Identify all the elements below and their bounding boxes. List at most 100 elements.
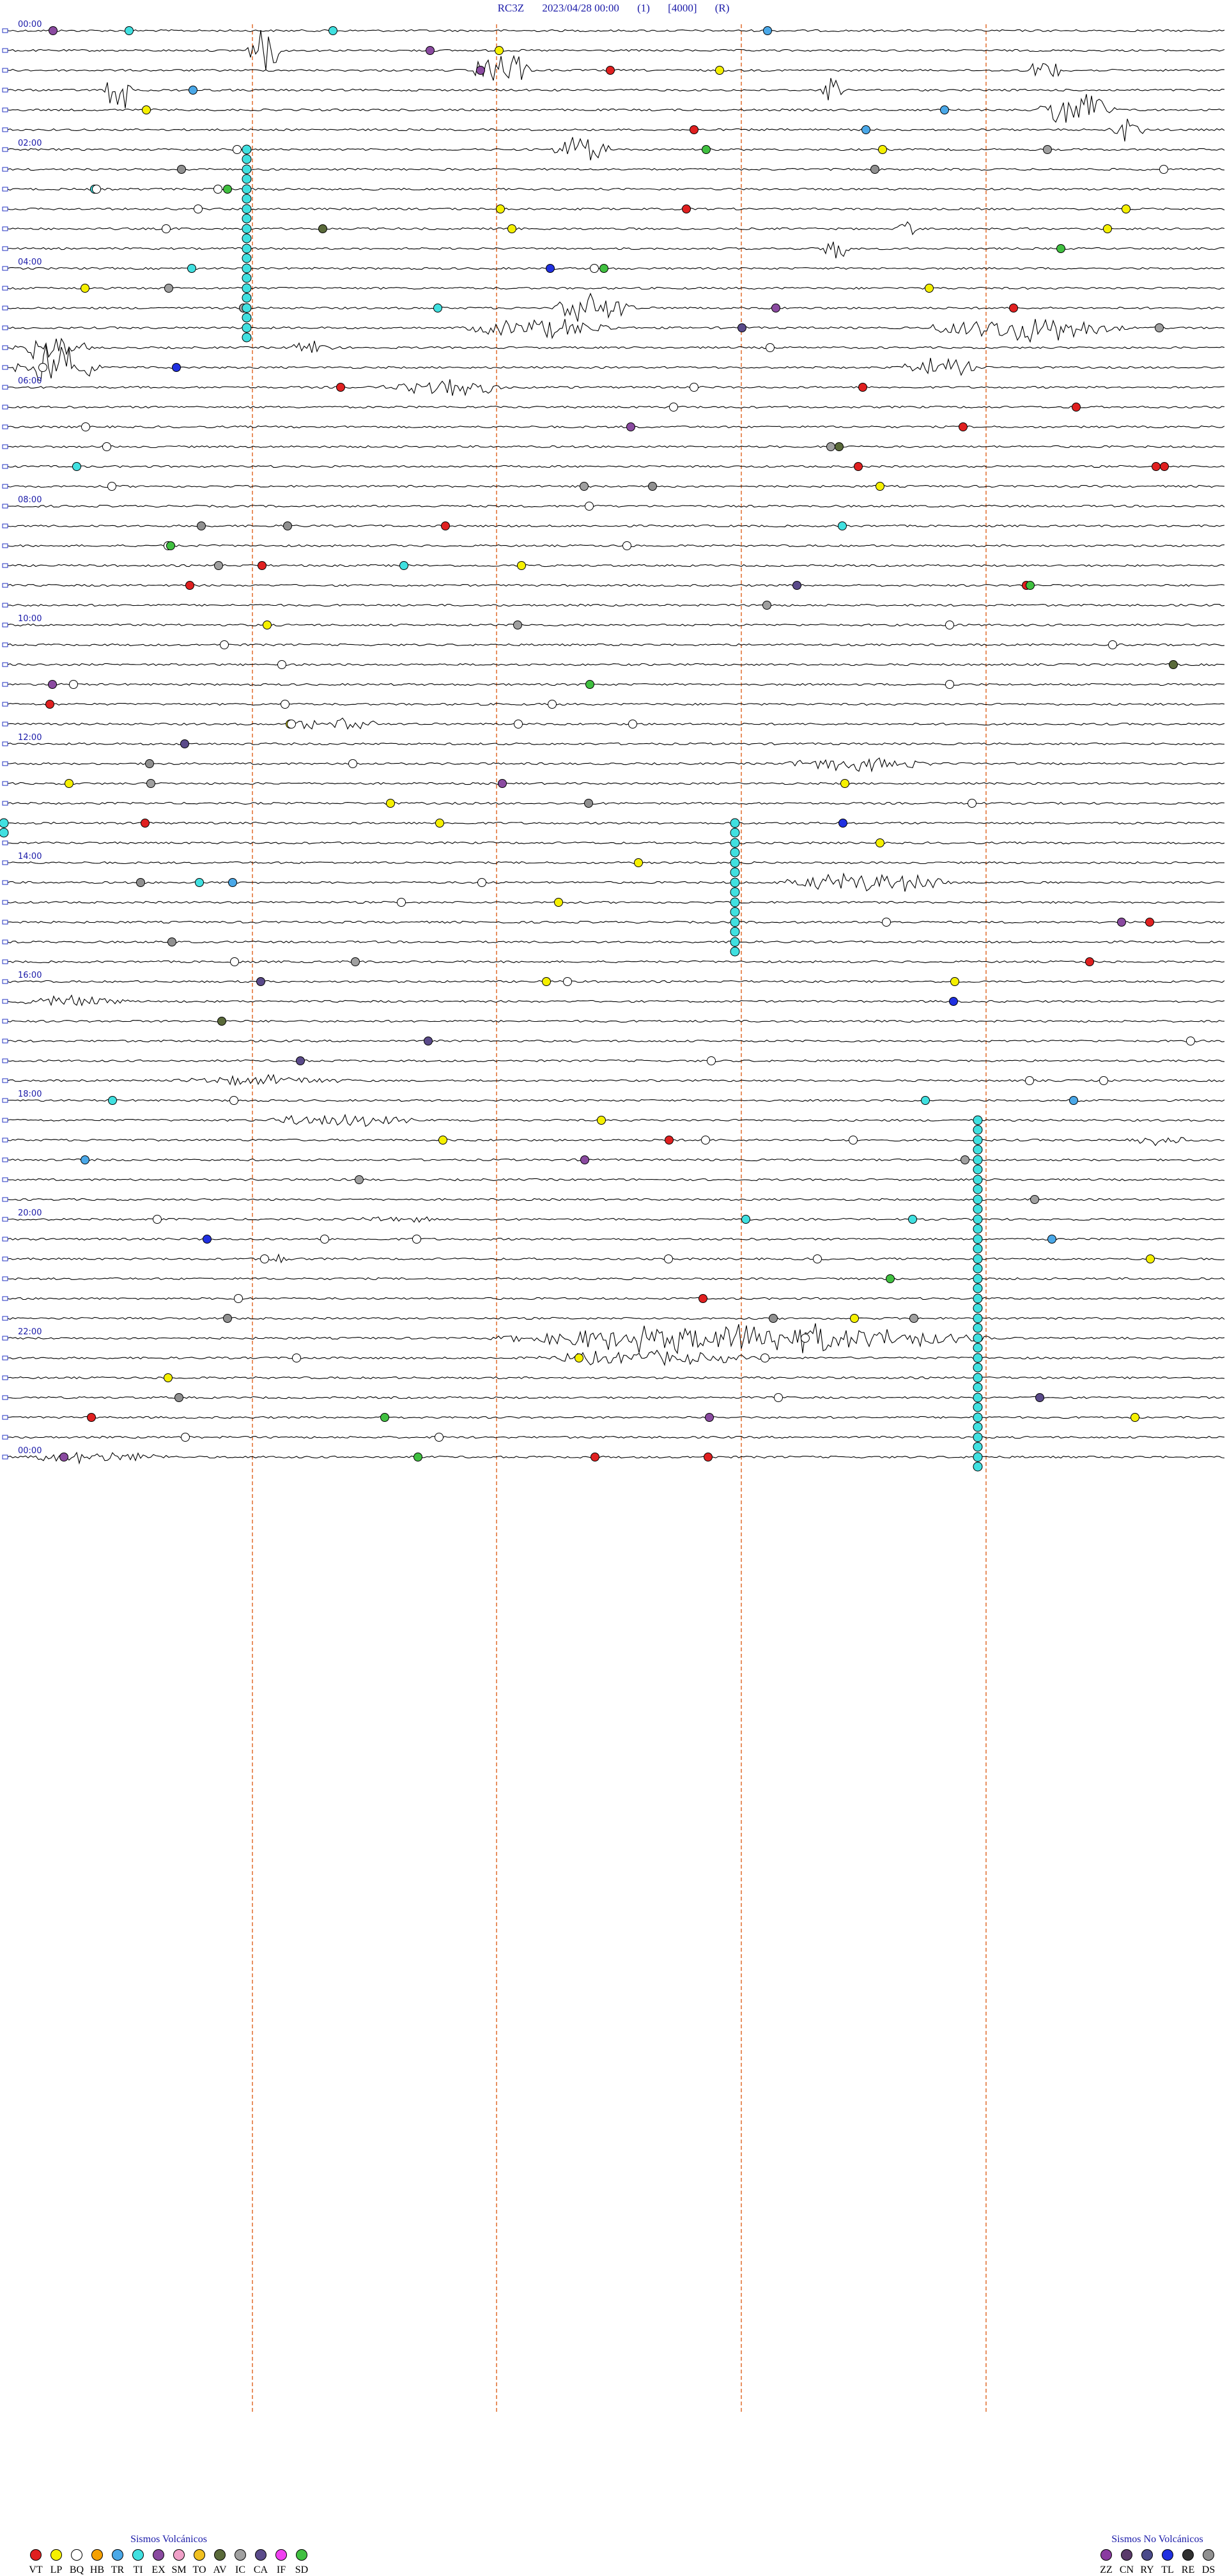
event-marker bbox=[702, 145, 711, 154]
chart-header: RC3Z 2023/04/28 00:00 (1) [4000] (R) bbox=[0, 0, 1227, 18]
tremor-marker bbox=[730, 847, 740, 858]
trace-18 bbox=[2, 344, 1225, 382]
event-marker bbox=[563, 977, 572, 986]
trace-line bbox=[7, 30, 1225, 70]
trace-tick bbox=[2, 1118, 8, 1123]
legend-volcanic-dot-lp bbox=[50, 2549, 62, 2561]
trace-30 bbox=[2, 603, 1225, 608]
trace-line bbox=[7, 920, 1225, 924]
trace-line bbox=[7, 221, 1225, 236]
event-marker bbox=[413, 1453, 422, 1462]
trace-line bbox=[7, 1451, 1225, 1465]
legend-nonvolcanic-dot-re bbox=[1182, 2549, 1194, 2561]
event-marker bbox=[580, 482, 589, 491]
trace-tick bbox=[2, 682, 8, 687]
trace-line bbox=[7, 445, 1225, 449]
hour-label: 12:00 bbox=[18, 733, 42, 743]
trace-56 bbox=[2, 1113, 1225, 1127]
event-marker bbox=[189, 86, 197, 95]
tremor-marker bbox=[973, 1442, 983, 1452]
event-marker bbox=[162, 224, 171, 233]
legend-nonvolcanic-dot-ds bbox=[1203, 2549, 1214, 2561]
event-marker bbox=[908, 1215, 917, 1224]
event-marker bbox=[876, 482, 884, 491]
trace-25 bbox=[2, 504, 1225, 509]
hour-label: 08:00 bbox=[18, 495, 42, 505]
legend-volcanic-dot-to bbox=[194, 2549, 205, 2561]
trace-line bbox=[7, 1376, 1225, 1380]
event-marker bbox=[507, 224, 516, 233]
trace-65 bbox=[2, 1296, 1225, 1301]
trace-tick bbox=[2, 345, 8, 350]
trace-line bbox=[7, 54, 1225, 81]
trace-50 bbox=[2, 994, 1225, 1006]
trace-62 bbox=[2, 1237, 1225, 1242]
trace-41 bbox=[2, 821, 1225, 826]
event-marker bbox=[348, 759, 357, 768]
event-marker bbox=[108, 1096, 117, 1105]
tremor-marker bbox=[973, 1224, 983, 1234]
trace-37 bbox=[2, 741, 1225, 746]
trace-49 bbox=[2, 979, 1225, 984]
trace-7 bbox=[2, 137, 1225, 160]
tremor-marker bbox=[973, 1234, 983, 1244]
legend-volcanic-item-to: TO bbox=[189, 2549, 210, 2576]
event-marker bbox=[1159, 165, 1168, 174]
trace-line bbox=[7, 1099, 1225, 1102]
event-marker bbox=[320, 1235, 329, 1244]
trace-tick bbox=[2, 741, 8, 746]
trace-line bbox=[8, 861, 1224, 865]
trace-tick bbox=[2, 107, 8, 112]
trace-tick bbox=[2, 1256, 8, 1261]
event-marker bbox=[1122, 204, 1131, 213]
trace-10 bbox=[2, 206, 1225, 212]
legend-nonvolcanic-item-re: RE bbox=[1178, 2549, 1198, 2576]
tremor-marker bbox=[973, 1323, 983, 1333]
trace-tick bbox=[2, 424, 8, 429]
trace-21 bbox=[2, 424, 1225, 429]
tremor-marker bbox=[242, 194, 252, 204]
legend-nonvolcanic-code: RY bbox=[1140, 2564, 1154, 2575]
legend-nonvolcanic-code: CN bbox=[1119, 2564, 1134, 2575]
event-marker bbox=[45, 700, 54, 709]
trace-line bbox=[7, 980, 1225, 983]
trace-tick bbox=[2, 721, 8, 727]
hour-label: 18:00 bbox=[18, 1090, 42, 1099]
trace-64 bbox=[2, 1276, 1225, 1281]
event-marker bbox=[195, 878, 204, 887]
event-marker bbox=[49, 26, 58, 35]
trace-66 bbox=[2, 1316, 1225, 1321]
trace-line bbox=[7, 187, 1225, 191]
tremor-marker bbox=[973, 1175, 983, 1185]
trace-68 bbox=[2, 1349, 1225, 1366]
event-marker bbox=[258, 561, 266, 570]
trace-tick bbox=[2, 920, 8, 925]
event-marker bbox=[318, 224, 327, 233]
event-marker bbox=[181, 1433, 190, 1442]
trace-line bbox=[7, 900, 1225, 904]
legend-volcanic-dot-vt bbox=[30, 2549, 42, 2561]
trace-tick bbox=[2, 880, 8, 885]
tremor-marker bbox=[242, 204, 252, 214]
event-marker bbox=[87, 1413, 96, 1422]
trace-54 bbox=[2, 1074, 1225, 1086]
event-marker bbox=[435, 819, 444, 828]
tremor-marker bbox=[973, 1244, 983, 1254]
legend-volcanic-code: SD bbox=[295, 2564, 309, 2575]
trace-line bbox=[7, 841, 1225, 845]
trace-line bbox=[7, 1396, 1225, 1400]
trace-tick bbox=[2, 187, 8, 192]
legend-volcanic-title: Sismos Volcánicos bbox=[130, 2534, 207, 2545]
legend-volcanic-item-ca: CA bbox=[251, 2549, 271, 2576]
tremor-marker bbox=[973, 1214, 983, 1224]
event-marker bbox=[214, 561, 223, 570]
trace-line bbox=[7, 504, 1225, 508]
event-marker bbox=[634, 858, 643, 867]
event-marker bbox=[283, 521, 292, 530]
event-marker bbox=[426, 46, 435, 55]
event-marker bbox=[945, 621, 954, 629]
trace-line bbox=[7, 1253, 1225, 1264]
trace-40 bbox=[2, 801, 1225, 806]
trace-tick bbox=[2, 1454, 8, 1460]
tremor-marker bbox=[242, 243, 252, 254]
